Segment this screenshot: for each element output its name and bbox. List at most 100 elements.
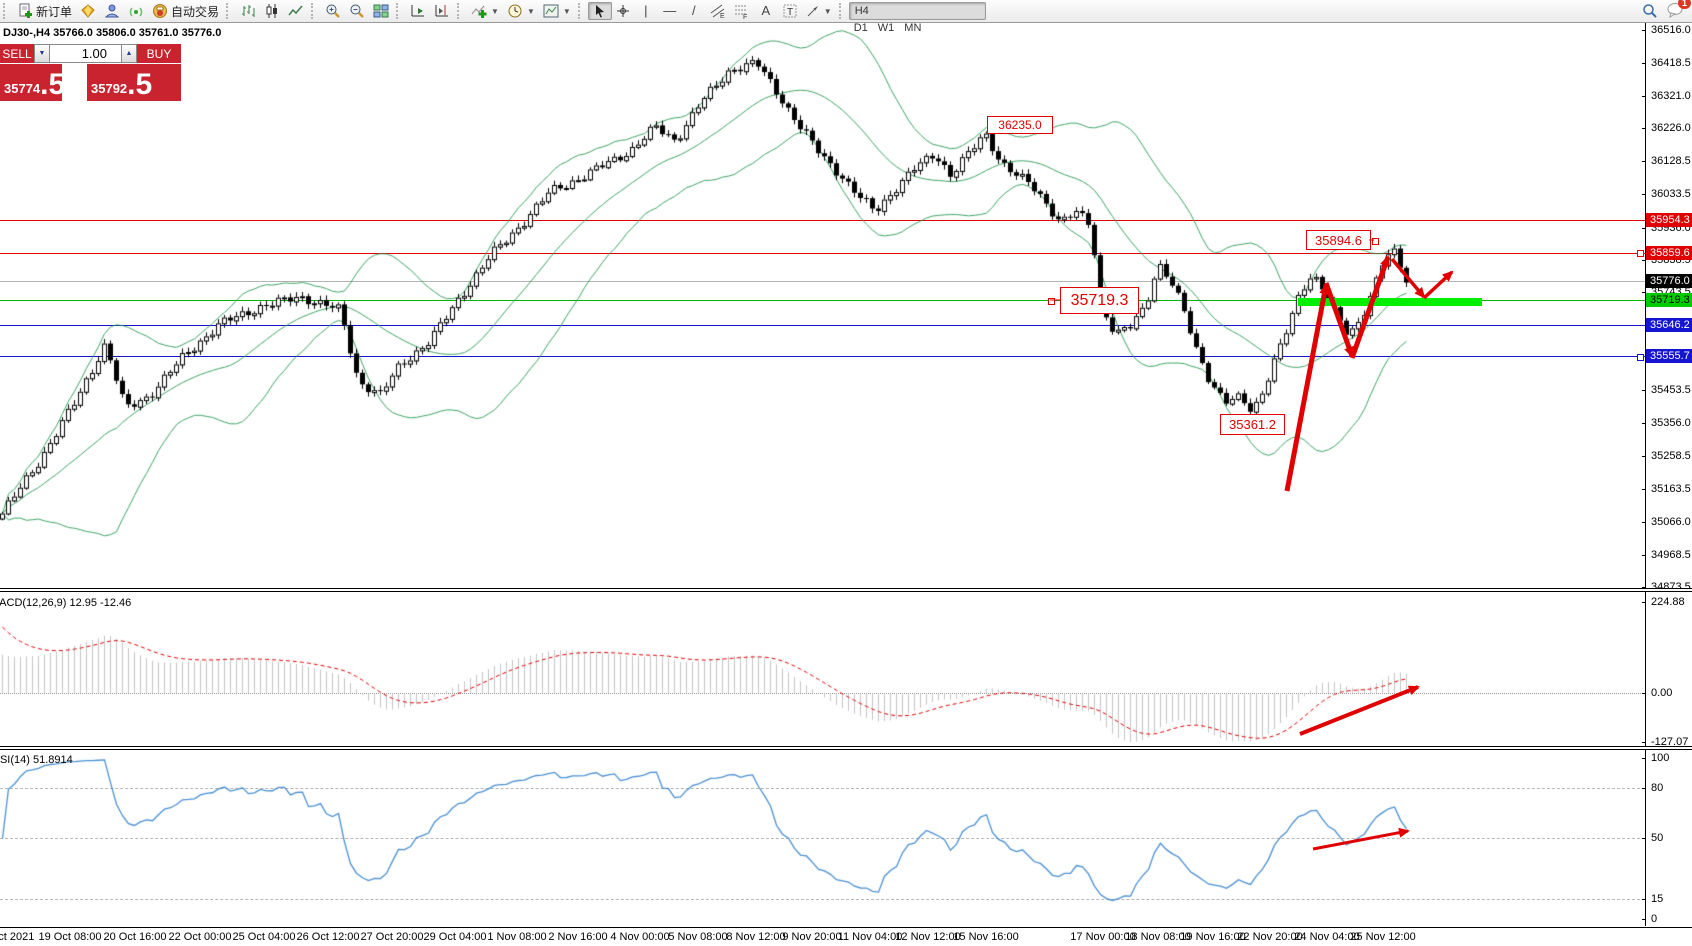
time-label: 22 Oct 00:00 (168, 931, 232, 943)
price-line-label-35859.6: 35859.6 (1646, 246, 1692, 260)
macd-tick-mark (1642, 742, 1646, 743)
price-tick: 35163.5 (1651, 483, 1691, 495)
volume-input[interactable]: 1.00 (50, 44, 121, 63)
time-label: 19 Nov 16:00 (1180, 931, 1246, 943)
rsi-tick-mark (1642, 899, 1646, 900)
object-selection-handle[interactable] (1637, 354, 1644, 361)
sell-price-display[interactable]: 35774.5 (0, 64, 66, 101)
price-tick: 36226.0 (1651, 122, 1691, 134)
macd-tick-mark (1642, 693, 1646, 694)
macd-tick: 224.88 (1651, 596, 1685, 608)
price-tick-mark (1642, 63, 1646, 64)
price-tick: 36321.0 (1651, 90, 1691, 102)
price-tick: 36128.5 (1651, 155, 1691, 167)
time-label: 11 Nov 04:00 (837, 931, 903, 943)
support-highlight-band[interactable] (1298, 298, 1482, 306)
price-tick-mark (1642, 292, 1646, 293)
rsi-tick: 100 (1651, 752, 1670, 764)
price-tick: 36418.5 (1651, 57, 1691, 69)
sell-button[interactable]: SELL (0, 44, 34, 63)
price-tick-mark (1642, 587, 1646, 588)
time-label: 26 Oct 12:00 (296, 931, 360, 943)
price-tick-mark (1642, 96, 1646, 97)
time-label: 12 Nov 12:00 (895, 931, 961, 943)
price-line-label-35719.3: 35719.3 (1646, 293, 1692, 307)
price-tick-mark (1642, 30, 1646, 31)
price-tick-mark (1642, 194, 1646, 195)
sell-price-main: 35774 (4, 81, 41, 96)
price-line-label-35954.3: 35954.3 (1646, 213, 1692, 227)
time-label: 25 Oct 04:00 (232, 931, 296, 943)
rsi-tick: 50 (1651, 832, 1664, 844)
price-axis[interactable]: 36516.0 36418.5 36321.0 36226.0 36128.5 36033… (1642, 23, 1692, 926)
rsi-tick-mark (1642, 838, 1646, 839)
price-tick-mark (1642, 390, 1646, 391)
time-label: 5 Nov 08:00 (668, 931, 728, 943)
buy-price-pips: .5 (127, 68, 153, 101)
volume-decrease-button[interactable]: ▼ (34, 44, 50, 63)
object-selection-handle[interactable] (1372, 238, 1379, 245)
time-label: 25 Nov 12:00 (1350, 931, 1416, 943)
price-axis-border (1645, 23, 1646, 926)
time-label: 17 Nov 00:00 (1070, 931, 1136, 943)
price-tick: 35258.5 (1651, 450, 1691, 462)
time-label: 19 Oct 08:00 (38, 931, 102, 943)
rsi-indicator-label: RSI(14) 51.8914 (0, 754, 73, 766)
rsi-tick-mark (1642, 788, 1646, 789)
rsi-tick-mark (1642, 758, 1646, 759)
pane-separator-macd-rsi[interactable] (0, 746, 1692, 750)
time-label: 15 Nov 16:00 (953, 931, 1019, 943)
macd-tick: 0.00 (1651, 687, 1673, 699)
price-tick: 35453.5 (1651, 384, 1691, 396)
chart-title: DJ30-,H4 35766.0 35806.0 35761.0 35776.0 (3, 27, 222, 39)
volume-increase-button[interactable]: ▲ (121, 44, 137, 63)
object-selection-handle[interactable] (1048, 298, 1055, 305)
time-label: 22 Nov 20:00 (1237, 931, 1303, 943)
macd-indicator-label: MACD(12,26,9) 12.95 -12.46 (0, 597, 132, 609)
rsi-tick-mark (1642, 919, 1646, 920)
time-label: 8 Nov 12:00 (726, 931, 786, 943)
price-tick-mark (1642, 555, 1646, 556)
time-label: 18 Nov 08:00 (1125, 931, 1191, 943)
time-label: Oct 2021 (0, 931, 35, 943)
price-annotation-35361.2[interactable]: 35361.2 (1220, 414, 1285, 435)
object-selection-handle[interactable] (1637, 250, 1644, 257)
rsi-tick: 15 (1651, 893, 1664, 905)
price-tick-mark (1642, 228, 1646, 229)
sell-price-pips: .5 (40, 68, 66, 101)
time-label: 29 Oct 04:00 (423, 931, 487, 943)
price-tick: 36033.5 (1651, 188, 1691, 200)
price-tick-mark (1642, 161, 1646, 162)
price-tick-mark (1642, 128, 1646, 129)
price-tick-mark (1642, 489, 1646, 490)
buy-price-main: 35792 (91, 81, 128, 96)
rsi-tick: 80 (1651, 782, 1664, 794)
price-annotation-35894.6[interactable]: 35894.6 (1306, 230, 1371, 250)
price-tick: 36516.0 (1651, 24, 1691, 36)
price-line-label-35555.7: 35555.7 (1646, 349, 1692, 363)
price-annotation-35719.3[interactable]: 35719.3 (1060, 287, 1139, 314)
buy-price-display[interactable]: 35792.5 (87, 64, 181, 101)
price-line-label-35776.0: 35776.0 (1646, 274, 1692, 288)
time-label: 2 Nov 16:00 (548, 931, 608, 943)
time-label: 24 Nov 04:00 (1294, 931, 1360, 943)
price-tick-mark (1642, 522, 1646, 523)
macd-tick: -127.07 (1651, 736, 1689, 748)
macd-tick-mark (1642, 602, 1646, 603)
price-tick: 34968.5 (1651, 549, 1691, 561)
time-label: 9 Nov 20:00 (782, 931, 842, 943)
price-line-label-35646.2: 35646.2 (1646, 318, 1692, 332)
price-annotation-36235.0[interactable]: 36235.0 (987, 116, 1053, 134)
time-label: 1 Nov 08:00 (487, 931, 547, 943)
price-tick: 35066.0 (1651, 516, 1691, 528)
time-label: 20 Oct 16:00 (103, 931, 167, 943)
one-click-trading-panel: SELL ▼ 1.00 ▲ BUY 35774.5 35792.5 (0, 44, 181, 101)
price-tick-mark (1642, 260, 1646, 261)
pane-separator-main-macd[interactable] (0, 588, 1692, 592)
time-label: 4 Nov 00:00 (610, 931, 670, 943)
rsi-tick: 0 (1651, 913, 1658, 925)
buy-button[interactable]: BUY (137, 44, 181, 63)
